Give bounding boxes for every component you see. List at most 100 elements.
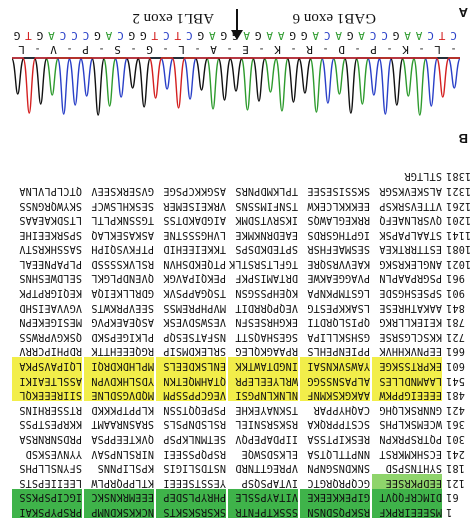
amino-acid: - xyxy=(418,43,425,56)
nucleotide-base: C xyxy=(369,29,377,42)
sequence-row: 61 DIMCRFQQVT GIPEKKEEKE VITAYPSSLE PHRYPLSD… xyxy=(0,488,474,504)
residue-number: 121 xyxy=(446,476,465,488)
amino-acid: - xyxy=(290,43,297,56)
sequence-block: MESIGEKEPN xyxy=(19,316,82,328)
sequence-block: WCEMSKLPHS xyxy=(379,418,442,430)
nucleotide-base: A xyxy=(266,29,274,42)
amino-acid: E xyxy=(242,43,249,56)
nucleotide-base: A xyxy=(415,29,423,42)
sequence-block: LEEIIEPSTS xyxy=(19,476,82,488)
sequence-block: GIPEKKEEKE xyxy=(300,488,370,504)
sequence-block: RGQEEEHTTK xyxy=(91,345,154,357)
amino-acid: - xyxy=(194,43,201,56)
sequence-row: 1141 STAALPAPSK IGPTHGSRDS EAEDRNKMKE LVHGSS… xyxy=(0,226,474,241)
sequence-block: IGCIPSPKSS xyxy=(12,488,82,504)
amino-acid: V xyxy=(50,43,57,56)
sequence-block: NIRSLNPSAV xyxy=(91,447,154,459)
sequence-block: SESKHLSWCF xyxy=(91,199,154,211)
sequence-block: TGSSNKPLTL xyxy=(91,214,154,226)
sequence-block: SKSRSKSKTS xyxy=(156,503,226,518)
sequence-block: ASKASEKLAQ xyxy=(91,228,154,240)
residue-number: 1381 xyxy=(446,170,472,182)
sequence-block: RSLSDNPSLS xyxy=(163,418,226,430)
sequence-block: SELDWESHNS xyxy=(19,272,82,284)
sequence-block: RSPQPSSEEI xyxy=(163,447,226,459)
sequence-row: 1261 VTTEVSRKSP EEKKKLCEKW TSNFIMSSNS VRKEIS… xyxy=(0,197,474,212)
residue-number: 1321 xyxy=(446,184,472,196)
sequence-block: GCQPRQRGTC xyxy=(307,476,370,488)
nucleotide-base: A xyxy=(335,29,342,42)
residue-number: 721 xyxy=(446,330,465,342)
sequence-block: VESWSDVESK xyxy=(163,316,226,328)
exon-label-right: ABL1 exon 2 xyxy=(132,10,214,26)
nucleotide-base: G xyxy=(128,29,136,42)
residue-number: 361 xyxy=(446,418,465,430)
residue-number: 541 xyxy=(446,374,465,386)
sequence-block: ASSLTEAIKI xyxy=(12,372,82,387)
residue-number: 661 xyxy=(446,345,465,357)
sequence-block: RDPHIPCRRV xyxy=(19,345,82,357)
sequence-row: 901 SPSESHGSDE LGSTMPKNPA KQEHPSSGSN TSQGAPP… xyxy=(0,285,474,300)
sequence-row: 961 PSGRPAAPLN PVAGGEAKWE DRTAMISPKF PEKQIPA… xyxy=(0,270,474,285)
sequence-block: AAKATHRESE xyxy=(379,301,442,313)
sequence-block: ECSHKMKRST xyxy=(379,447,442,459)
sequence-block: PHRYPLSDEP xyxy=(156,488,226,504)
sequence-block: EKGHRSESFN xyxy=(235,316,298,328)
nucleotide-base: C xyxy=(381,29,388,42)
sequence-block: MVPHPREMSS xyxy=(163,301,226,313)
sequence-block: VGVVAEISHD xyxy=(19,301,82,313)
sequence-block: YAWSVKNSAI xyxy=(300,357,370,373)
amino-acid: - xyxy=(354,43,361,56)
nucleotide-base: G xyxy=(13,29,21,42)
amino-acid: A xyxy=(210,43,217,56)
sequence-block: RSKSRSNIEL xyxy=(235,418,298,430)
sequence-block: IGPTHGSRDS xyxy=(307,228,370,240)
sequence-row: 541 LAAMNDLLES ALPASNSSGG WRLYEELEPR QTAHMQE… xyxy=(0,372,474,387)
amino-acid: - xyxy=(226,43,233,56)
nucleotide-base: C xyxy=(59,29,67,42)
residue-number: 901 xyxy=(446,287,465,299)
sequence-block: TSQGAPPSVK xyxy=(163,287,226,299)
sequence-block: TSNFIMSSNS xyxy=(235,199,298,211)
nucleotide-base: G xyxy=(254,29,262,42)
exon-label-left: GAB1 exon 6 xyxy=(292,10,376,26)
sequence-block: SKSSISESEE xyxy=(307,184,370,196)
sequence-block: RSKPQSDNSN xyxy=(300,503,370,518)
residue-number: 961 xyxy=(446,272,465,284)
sequence-block: ESTTRRTKEA xyxy=(379,243,442,255)
sequence-block: VEGCPPSSPM xyxy=(156,386,226,402)
amino-acid: S xyxy=(114,43,121,56)
sequence-block: SIIREEEKQL xyxy=(12,386,82,402)
sequence-block: SGESHAQSTT xyxy=(235,330,298,342)
sequence-block: KQEHPSSGSN xyxy=(235,287,298,299)
sequence-row: 1081 ESTTRRTKEA SESMAEFHSR SPTEDKDSPS TKKEIE… xyxy=(0,241,474,256)
trace-t xyxy=(12,57,460,114)
sequence-block: KAEVVRSQRE xyxy=(307,257,370,269)
sequence-block: PSGRPAAPLN xyxy=(379,272,442,284)
sequence-block: VTTEVSRKSP xyxy=(379,199,442,211)
sequence-block: SASSHKRSTV xyxy=(19,243,82,255)
residue-number: 481 xyxy=(446,389,465,401)
nucleotide-base: T xyxy=(438,29,446,42)
sequence-block: KEQIGRPTPK xyxy=(19,287,82,299)
sequence-block: SPTEDKDSPS xyxy=(235,243,298,255)
sequence-block: SRLEKDMSIP xyxy=(163,345,226,357)
sequence-block: ASQEAEKPVG xyxy=(91,316,154,328)
sequence-row: 121 EEDPKRSEE GCQPRQRGTC IVTAPSQSP YESSTSEEE… xyxy=(0,474,474,489)
sequence-block: TSKNAYEKHE xyxy=(235,403,298,415)
amino-acid: - xyxy=(450,43,457,56)
trace-c xyxy=(12,57,460,115)
sequence-row: 361 WCEMSKLPHS SCSTPPRQKA RSKSRSNIEL RSLSDNP… xyxy=(0,416,474,431)
nucleotide-base: A xyxy=(404,29,411,42)
sequence-block: SNKDNSGNPN xyxy=(307,462,370,474)
sequence-block: SCSTPPRQKA xyxy=(307,418,370,430)
sequence-block: NNPTTLQTSA xyxy=(307,447,370,459)
residue-number: 181 xyxy=(446,462,465,474)
sequence-row: 1381 STLTGR xyxy=(0,168,474,183)
sequence-block: PEKQIPAVGK xyxy=(163,272,226,284)
amino-acid: G xyxy=(146,43,153,56)
amino-acid: K xyxy=(274,43,281,56)
nucleotide-base: G xyxy=(392,29,400,42)
sequence-block: YESSTSEEEI xyxy=(163,476,226,488)
residue-number: 241 xyxy=(446,447,465,459)
